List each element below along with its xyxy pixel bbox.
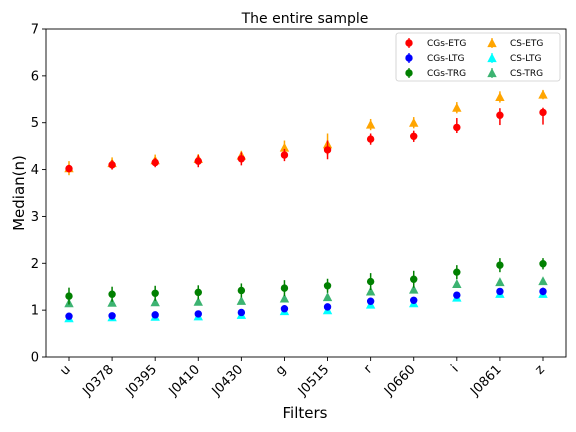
- legend-label-CS-LTG: CS-LTG: [510, 54, 542, 64]
- CGs-TRG-point-0: [65, 292, 73, 300]
- CS-TRG-point-8: [409, 284, 419, 294]
- CGs-TRG-point-8: [410, 275, 418, 283]
- CS-ETG-point-8: [409, 117, 419, 127]
- CS-TRG-point-6: [322, 292, 333, 302]
- CGs-TRG-point-10: [496, 261, 504, 269]
- CS-TRG-point-5: [279, 293, 290, 303]
- CS-TRG-point-1: [107, 297, 117, 307]
- y-tick-label-6: 6: [31, 69, 39, 84]
- legend-label-CGs-TRG: CGs-TRG: [427, 69, 466, 79]
- CGs-ETG-point-10: [496, 111, 504, 119]
- series-CGs-ETG: [65, 107, 547, 173]
- CGs-ETG-point-0: [65, 164, 73, 173]
- CGs-LTG-point-6: [323, 303, 332, 311]
- CGs-LTG-point-1: [108, 312, 116, 320]
- y-tick-label-4: 4: [31, 163, 39, 178]
- CS-TRG-point-11: [538, 276, 548, 286]
- CS-ETG-point-9: [452, 102, 462, 112]
- legend-label-CS-ETG: CS-ETG: [510, 39, 543, 49]
- CS-TRG-point-2: [150, 297, 160, 307]
- legend-marker-CS-ETG: [487, 38, 497, 48]
- y-tick-label-1: 1: [31, 304, 39, 319]
- CGs-TRG-point-9: [453, 268, 461, 276]
- CGs-TRG-point-4: [237, 286, 246, 295]
- CGs-LTG-point-9: [453, 291, 461, 299]
- CGs-TRG-point-1: [108, 290, 116, 298]
- CGs-ETG-point-5: [280, 151, 289, 159]
- CGs-ETG-point-7: [366, 135, 375, 143]
- CGs-LTG-point-8: [410, 296, 418, 305]
- CGs-ETG-point-8: [410, 132, 418, 141]
- series-CGs-TRG: [65, 258, 547, 305]
- CS-TRG-point-4: [236, 295, 247, 305]
- CGs-TRG-point-2: [151, 289, 159, 297]
- legend-marker-CGs-LTG: [405, 54, 413, 62]
- CGs-ETG-point-11: [539, 108, 547, 117]
- y-axis-label: Median(n): [10, 155, 28, 231]
- y-tick-label-3: 3: [31, 210, 39, 225]
- y-tick-label-5: 5: [31, 116, 39, 131]
- CGs-ETG-point-9: [453, 123, 461, 132]
- CS-TRG-point-10: [495, 277, 505, 287]
- CGs-TRG-point-11: [539, 260, 547, 268]
- CGs-LTG-point-5: [280, 305, 289, 313]
- CGs-ETG-point-1: [108, 161, 116, 169]
- CGs-TRG-point-3: [194, 288, 202, 297]
- CGs-ETG-point-3: [194, 157, 202, 165]
- CGs-LTG-point-4: [237, 308, 246, 317]
- CS-ETG-point-7: [365, 119, 376, 129]
- plot-frame: [45, 28, 567, 358]
- CGs-TRG-point-6: [323, 282, 332, 290]
- CS-TRG-point-3: [193, 296, 203, 306]
- CGs-LTG-point-11: [539, 287, 547, 296]
- CGs-ETG-point-2: [151, 158, 159, 167]
- legend-label-CGs-ETG: CGs-ETG: [427, 39, 466, 49]
- legend-marker-CS-LTG: [487, 53, 497, 63]
- CGs-ETG-point-4: [237, 155, 246, 163]
- legend-marker-CS-TRG: [487, 68, 497, 78]
- y-tick-label-7: 7: [31, 23, 39, 38]
- CGs-LTG-point-10: [496, 287, 504, 296]
- CGs-TRG-point-7: [366, 277, 375, 286]
- CGs-LTG-point-3: [194, 310, 202, 318]
- y-tick-label-2: 2: [31, 257, 39, 272]
- legend-marker-CGs-ETG: [405, 39, 413, 47]
- legend-label-CS-TRG: CS-TRG: [510, 69, 543, 79]
- x-axis-label: Filters: [283, 404, 328, 422]
- CS-TRG-point-7: [365, 286, 376, 296]
- y-tick-label-0: 0: [31, 351, 39, 366]
- CS-ETG-point-10: [495, 92, 505, 102]
- CS-TRG-point-9: [452, 279, 462, 288]
- CGs-TRG-point-5: [280, 284, 289, 292]
- legend-box: [395, 32, 561, 82]
- CS-ETG-point-11: [538, 89, 548, 99]
- CGs-ETG-point-6: [323, 146, 332, 154]
- legend-label-CGs-LTG: CGs-LTG: [427, 54, 464, 64]
- series-CGs-LTG: [65, 287, 547, 320]
- CGs-LTG-point-0: [65, 312, 73, 320]
- chart-title: The entire sample: [241, 11, 369, 27]
- legend-marker-CGs-TRG: [405, 69, 413, 77]
- legend: CGs-ETG CGs-LTG CGs-TRG CS-ETG CS-LTG CS-TRG: [395, 32, 561, 82]
- CGs-LTG-point-2: [151, 311, 159, 319]
- CGs-LTG-point-7: [366, 297, 375, 305]
